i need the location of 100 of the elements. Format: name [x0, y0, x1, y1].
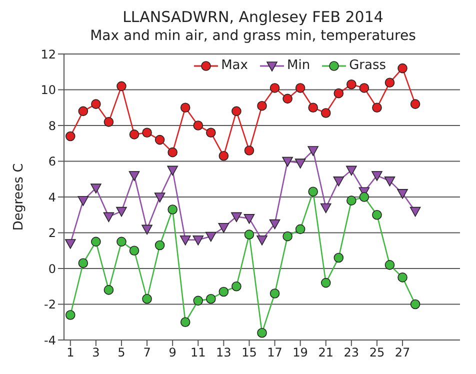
point	[384, 176, 396, 186]
x-tick-label: 17	[267, 346, 282, 360]
point	[308, 186, 318, 197]
point	[359, 192, 370, 202]
y-tick-label: 10	[40, 83, 56, 98]
x-tick-label: 21	[318, 346, 334, 360]
x-tick-label: 25	[369, 346, 385, 360]
point	[91, 99, 101, 109]
point	[65, 310, 76, 320]
point	[167, 166, 178, 176]
point	[244, 146, 254, 156]
point	[333, 176, 344, 186]
point	[154, 192, 166, 202]
point	[154, 134, 165, 145]
point	[232, 106, 242, 116]
point	[397, 189, 408, 199]
point	[372, 210, 382, 220]
x-tick-label: 3	[92, 346, 100, 360]
point	[295, 224, 306, 234]
point	[232, 281, 242, 292]
point	[270, 83, 280, 93]
point	[308, 102, 318, 113]
point	[372, 171, 382, 181]
point	[116, 81, 126, 92]
point	[206, 128, 216, 138]
y-tick-label: 6	[48, 154, 56, 169]
chart-title: LLANSADWRN, Anglesey FEB 2014	[122, 8, 384, 27]
point	[334, 88, 344, 98]
y-tick-label: 0	[48, 262, 56, 276]
chart-subtitle: Max and min air, and grass min, temperatures	[89, 27, 417, 46]
point	[103, 212, 114, 222]
legend-label: Max	[220, 58, 248, 73]
point	[193, 120, 204, 130]
x-tick-label: 1	[66, 346, 74, 360]
point	[320, 278, 331, 288]
point	[90, 184, 102, 194]
point	[78, 258, 88, 268]
x-tick-label: 19	[292, 346, 308, 360]
point	[168, 147, 178, 158]
point	[320, 108, 331, 118]
point	[359, 83, 370, 93]
point	[129, 246, 140, 256]
point	[295, 83, 306, 93]
point	[294, 158, 306, 168]
point	[346, 166, 357, 176]
point	[334, 252, 344, 263]
y-tick-label: -2	[44, 298, 56, 312]
point	[346, 196, 356, 206]
point	[129, 130, 140, 140]
point	[192, 236, 204, 246]
point	[78, 196, 89, 206]
point	[372, 102, 382, 113]
point	[206, 294, 216, 304]
point	[180, 317, 190, 328]
point	[104, 117, 114, 127]
point	[320, 203, 332, 214]
point	[256, 236, 268, 246]
point	[206, 232, 216, 242]
point	[180, 102, 190, 113]
point	[116, 236, 126, 247]
point	[128, 171, 140, 181]
x-tick-label: 13	[216, 346, 232, 360]
point	[346, 79, 356, 90]
x-tick-label: 15	[242, 346, 257, 360]
point	[282, 156, 293, 167]
point	[398, 272, 408, 282]
y-tick-label: 4	[48, 190, 56, 204]
y-tick-label: -4	[44, 333, 56, 348]
point	[308, 146, 318, 156]
point	[282, 231, 292, 242]
point	[168, 204, 178, 214]
point	[142, 224, 152, 235]
x-tick-label: 23	[344, 346, 360, 360]
x-tick-label: 9	[168, 346, 176, 360]
point	[244, 230, 254, 240]
x-tick-label: 7	[143, 346, 151, 360]
point	[257, 328, 267, 338]
point	[142, 128, 152, 138]
point	[218, 222, 230, 233]
y-tick-label: 12	[40, 47, 56, 62]
point	[78, 106, 88, 116]
x-tick-label: 5	[118, 346, 126, 360]
point	[269, 219, 280, 230]
point	[193, 296, 204, 306]
point	[384, 260, 395, 270]
point	[65, 131, 76, 142]
point	[231, 212, 242, 222]
point	[410, 99, 420, 109]
point	[218, 150, 229, 161]
point	[64, 239, 76, 249]
point	[410, 299, 420, 310]
point	[116, 206, 127, 217]
point	[384, 78, 395, 88]
point	[180, 236, 191, 246]
point	[142, 294, 152, 304]
point	[398, 63, 408, 74]
x-tick-label: 11	[190, 346, 206, 360]
legend-label: Grass	[348, 58, 386, 73]
point	[104, 285, 114, 295]
point	[244, 214, 255, 224]
